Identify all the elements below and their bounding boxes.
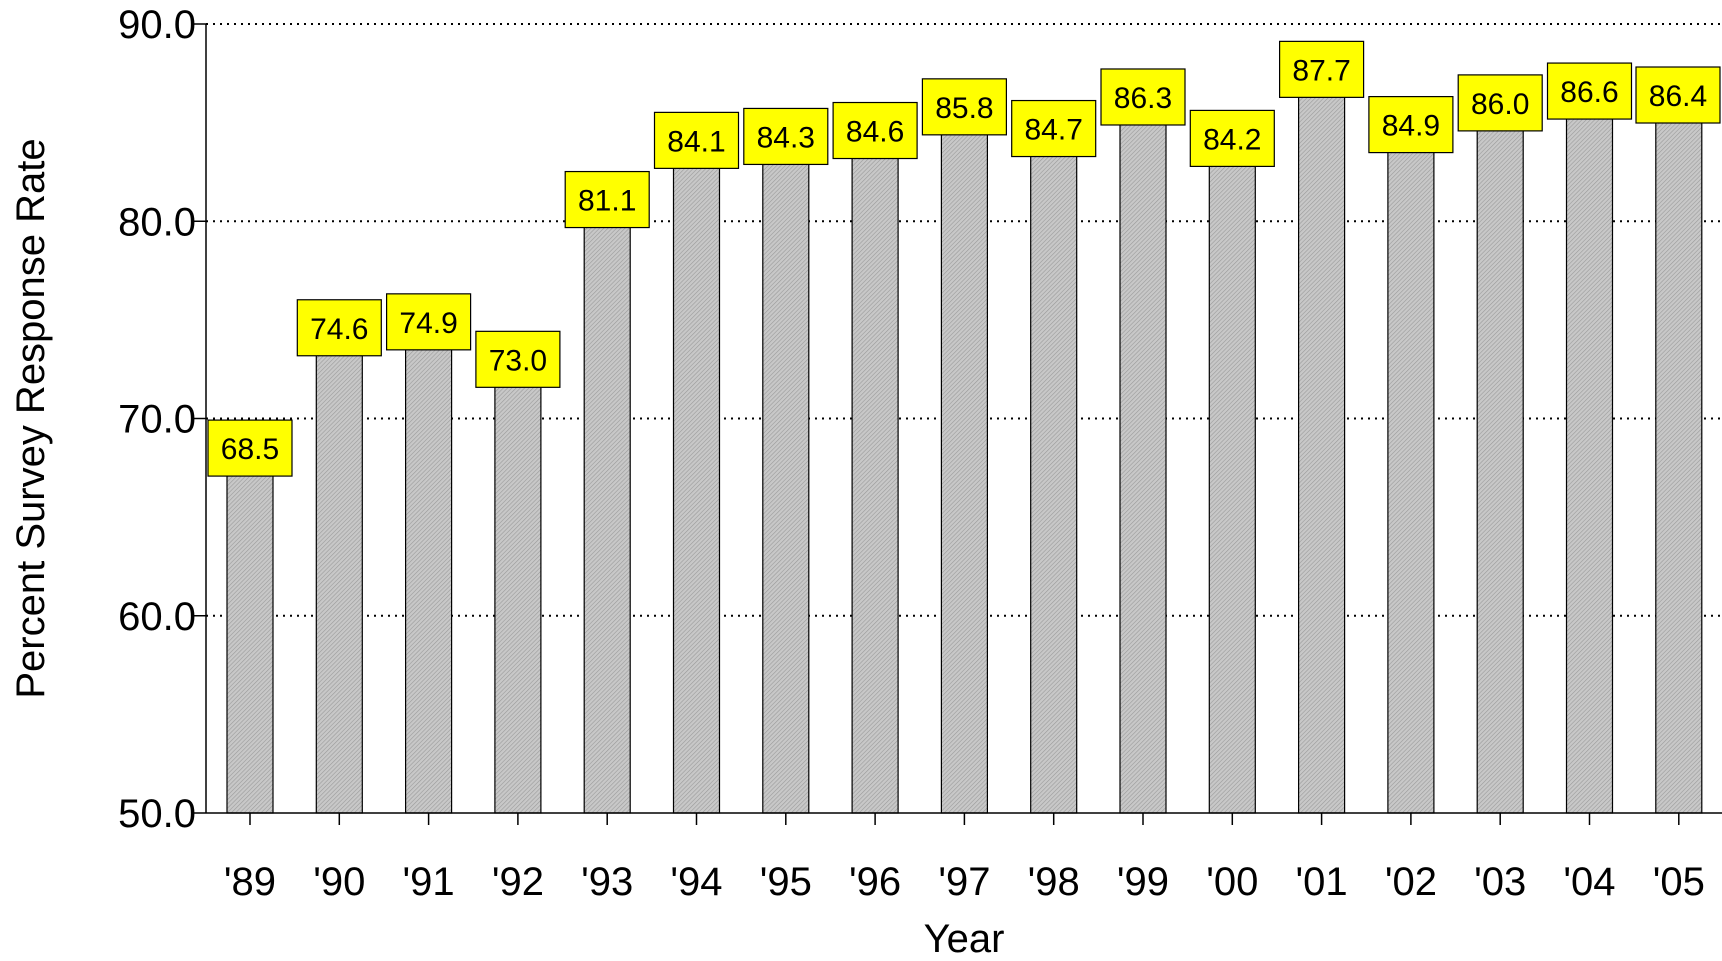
data-label-box xyxy=(207,419,293,477)
x-tick-label: '93 xyxy=(581,860,633,904)
bars xyxy=(226,68,1703,814)
data-label: 86.3 xyxy=(1114,82,1172,115)
x-tick-label: '89 xyxy=(224,860,276,904)
y-tick-label: 50.0 xyxy=(118,792,196,836)
data-label-box xyxy=(832,101,918,160)
bar xyxy=(762,135,810,814)
x-tick-label: '90 xyxy=(313,860,365,904)
x-tick-label: '94 xyxy=(670,860,722,904)
data-label: 85.8 xyxy=(935,92,993,125)
data-label-box xyxy=(653,111,740,169)
x-tick-label: '92 xyxy=(492,860,544,904)
bar xyxy=(1208,137,1256,814)
axes: 50.0 60.0 70.0 80.0 90.0 '89 '90 '91 '92 '93 '94 '9… xyxy=(118,3,1722,904)
data-label: 84.6 xyxy=(846,116,904,149)
bar xyxy=(1119,96,1167,814)
bar xyxy=(315,327,363,814)
data-label: 86.0 xyxy=(1471,88,1529,121)
x-tick-label: '05 xyxy=(1653,860,1705,904)
bar xyxy=(1297,68,1346,814)
data-label: 87.7 xyxy=(1292,54,1350,87)
bar xyxy=(226,447,274,814)
x-tick-label: '95 xyxy=(760,860,812,904)
x-tick-label: '98 xyxy=(1028,860,1080,904)
x-tick-label: '91 xyxy=(403,860,455,904)
bar xyxy=(1476,102,1524,814)
data-label-box xyxy=(1100,68,1186,126)
y-tick-label: 80.0 xyxy=(118,200,196,244)
data-label-box xyxy=(564,170,650,229)
data-label: 84.2 xyxy=(1203,123,1261,156)
data-label: 74.9 xyxy=(399,307,457,340)
y-tick-label: 60.0 xyxy=(118,595,196,639)
y-tick-label: 90.0 xyxy=(118,3,196,47)
data-label: 74.6 xyxy=(310,313,368,346)
data-label-box xyxy=(1189,109,1275,168)
data-label-box xyxy=(1278,40,1365,98)
data-label: 84.1 xyxy=(667,125,725,158)
data-label: 86.6 xyxy=(1560,76,1618,109)
x-axis-title: Year xyxy=(924,917,1005,961)
data-label-box xyxy=(743,107,829,166)
y-axis-title: Percent Survey Response Rate xyxy=(9,138,53,698)
bar xyxy=(405,321,453,814)
data-label-box xyxy=(1457,74,1543,132)
data-label-box xyxy=(1546,62,1633,120)
bar xyxy=(1565,90,1614,814)
data-label: 68.5 xyxy=(221,433,279,466)
data-labels: 68.5 74.6 74.9 73.0 81.1 84.1 84.3 84.6 85.8 84.7… xyxy=(207,40,1721,477)
data-label: 84.3 xyxy=(757,121,815,154)
data-label: 84.7 xyxy=(1025,114,1083,147)
x-tick-label: '04 xyxy=(1563,860,1615,904)
x-tick-label: '99 xyxy=(1117,860,1169,904)
data-label: 81.1 xyxy=(578,185,636,218)
bar xyxy=(1030,127,1078,814)
bar xyxy=(494,358,542,814)
data-label-box xyxy=(921,78,1008,136)
bar xyxy=(583,198,631,814)
data-label-box xyxy=(296,299,382,357)
bar xyxy=(1655,94,1703,814)
data-label: 84.9 xyxy=(1382,110,1440,143)
x-tick-label: '00 xyxy=(1206,860,1258,904)
data-label-box xyxy=(386,293,472,351)
data-label-box xyxy=(475,330,561,388)
data-label: 73.0 xyxy=(489,344,547,377)
x-tick-label: '97 xyxy=(938,860,990,904)
data-label: 86.4 xyxy=(1649,80,1707,113)
x-tick-label: '01 xyxy=(1296,860,1348,904)
x-tick-label: '96 xyxy=(849,860,901,904)
bar xyxy=(1387,123,1435,814)
bar xyxy=(672,139,721,814)
x-tick-label: '03 xyxy=(1474,860,1526,904)
data-label-box xyxy=(1368,95,1454,154)
y-tick-label: 70.0 xyxy=(118,398,196,442)
data-label-box xyxy=(1011,99,1097,158)
bar xyxy=(940,106,989,814)
x-tick-label: '02 xyxy=(1385,860,1437,904)
data-label-box xyxy=(1635,66,1721,124)
bar xyxy=(851,129,899,814)
